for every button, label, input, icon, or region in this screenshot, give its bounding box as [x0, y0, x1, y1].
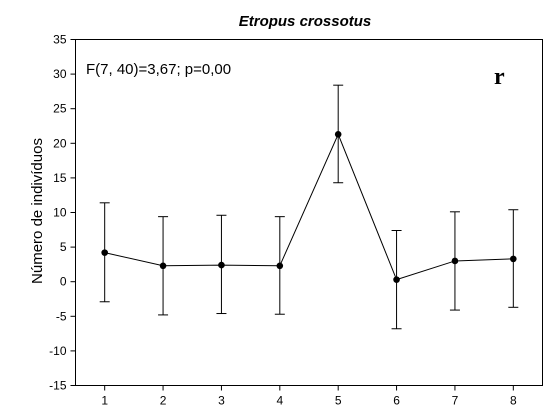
x-tick-label: 5	[335, 394, 342, 408]
y-tick-label: 20	[53, 136, 67, 150]
y-tick-label: 5	[60, 240, 67, 254]
y-tick-label: 25	[53, 102, 67, 116]
x-tick-label: 8	[510, 394, 517, 408]
y-tick-label: -15	[49, 379, 67, 393]
plot-frame	[75, 39, 543, 386]
data-point	[159, 262, 167, 270]
x-tick-label: 2	[160, 394, 167, 408]
series-line-group	[104, 133, 514, 281]
y-tick-label: 35	[53, 33, 67, 47]
y-tick-label: -10	[49, 344, 67, 358]
data-points	[101, 131, 517, 283]
x-tick-label: 3	[218, 394, 225, 408]
x-axis: 1 2 3 4 5 6 7 8	[101, 385, 517, 408]
data-point	[101, 249, 108, 256]
y-tick-label: -5	[56, 309, 67, 323]
data-point	[451, 257, 459, 265]
data-point	[334, 131, 342, 138]
stat-annotation: F(7, 40)=3,67; p=0,00	[86, 61, 231, 78]
y-tick-label: 10	[53, 206, 67, 220]
x-tick-label: 4	[276, 394, 283, 408]
x-tick-label: 6	[393, 394, 400, 408]
y-tick-label: 15	[53, 171, 67, 185]
y-tick-label: 0	[60, 275, 67, 289]
x-tick-label: 7	[452, 394, 459, 408]
series-line	[104, 133, 514, 281]
y-axis: -15 -10 -5 0 5 10 15 20 25 30 35	[49, 33, 76, 393]
panel-label: r	[494, 64, 505, 90]
data-point	[218, 261, 225, 269]
x-tick-label: 1	[101, 394, 108, 408]
data-point	[276, 262, 284, 270]
data-point	[393, 276, 400, 283]
data-point	[510, 255, 517, 263]
y-tick-label: 30	[53, 67, 67, 81]
chart-title: Etropus crossotus	[239, 13, 372, 30]
error-bars	[99, 84, 519, 330]
y-axis-label: Número de indivíduos	[29, 138, 46, 284]
